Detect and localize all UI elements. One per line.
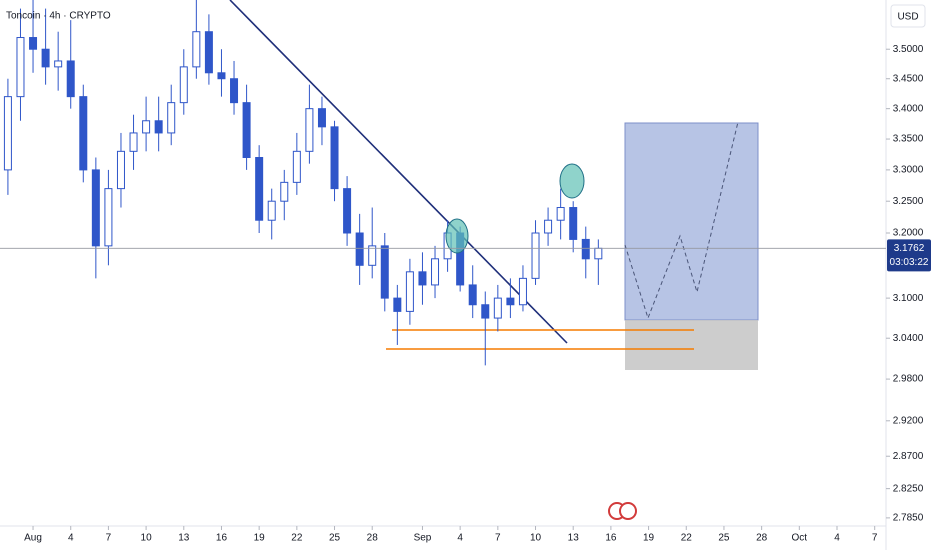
highlight-circle (445, 218, 469, 254)
y-tick-label: 2.7850 (893, 513, 924, 524)
candle-body (355, 232, 364, 266)
candle-body (531, 232, 540, 279)
y-tick-label: 3.3000 (893, 165, 924, 176)
y-tick-label: 2.9800 (893, 374, 924, 385)
target-zone (624, 122, 759, 321)
projection-path (624, 121, 739, 320)
x-tick-label: 7 (872, 533, 878, 544)
candle-body (204, 31, 213, 74)
candles (3, 0, 603, 366)
x-tick-label: 22 (291, 533, 303, 544)
candle-body (481, 304, 490, 319)
candle-body (544, 219, 553, 234)
countdown: 03:03:22 (890, 257, 929, 268)
y-tick-label: 3.4500 (893, 73, 924, 84)
last-price-box (887, 239, 931, 272)
candle-body (255, 156, 264, 221)
y-tick-label: 3.4000 (893, 103, 924, 114)
event-icon[interactable] (619, 502, 637, 520)
y-tick-label: 3.3500 (893, 134, 924, 145)
x-tick-label: 4 (457, 533, 463, 544)
candle-body (192, 31, 201, 68)
candle-body (116, 150, 125, 190)
x-tick-label: 4 (834, 533, 840, 544)
x-tick-label: 22 (681, 533, 693, 544)
x-tick-label: 10 (141, 533, 153, 544)
candle-body (368, 245, 377, 266)
candle-body (343, 188, 352, 234)
y-tick-label: 2.8250 (893, 483, 924, 494)
y-tick-label: 3.2500 (893, 196, 924, 207)
candle-body (129, 132, 138, 152)
candle-body (556, 207, 565, 221)
candle-body (16, 37, 25, 98)
y-tick-label: 3.1000 (893, 293, 924, 304)
x-tick-label: 16 (605, 533, 617, 544)
candle-body (305, 108, 314, 152)
x-tick-label: 16 (216, 533, 228, 544)
candle-body (330, 126, 339, 190)
y-tick-label: 3.5000 (893, 44, 924, 55)
x-tick-label: 7 (106, 533, 112, 544)
x-tick-label: 28 (756, 533, 768, 544)
candle-body (405, 271, 414, 312)
candle-body (179, 66, 188, 104)
chart-title: Toncoin · 4h · CRYPTO (6, 11, 111, 22)
x-tick-label: 7 (495, 533, 501, 544)
candle-body (242, 102, 251, 158)
candle-body (66, 60, 75, 98)
candle-body (54, 60, 63, 68)
y-tick-label: 2.9200 (893, 415, 924, 426)
y-tick-label: 2.8700 (893, 451, 924, 462)
x-tick-label: 4 (68, 533, 74, 544)
y-tick-label: 3.2000 (893, 228, 924, 239)
candle-body (79, 96, 88, 171)
x-tick-label: Aug (24, 533, 42, 544)
candle-body (230, 78, 239, 104)
candle-body (393, 297, 402, 312)
candle-body (167, 102, 176, 134)
x-tick-label: 10 (530, 533, 542, 544)
candle-body (569, 207, 578, 240)
x-tick-label: 19 (254, 533, 266, 544)
candle-body (518, 277, 527, 306)
candle-body (91, 169, 100, 247)
x-tick-label: 13 (178, 533, 190, 544)
candle-body (280, 181, 289, 202)
candle-body (506, 297, 515, 306)
candle-body (142, 120, 151, 134)
candle-body (493, 297, 502, 319)
x-tick-label: Oct (792, 533, 808, 544)
candle-body (104, 188, 113, 247)
currency: USD (897, 12, 918, 23)
candle-body (267, 200, 276, 221)
x-tick-label: Sep (414, 533, 432, 544)
last-price-label: 3.1762 (894, 243, 925, 254)
x-tick-label: 28 (367, 533, 379, 544)
candle-body (154, 120, 163, 134)
candle-body (217, 72, 226, 80)
candle-body (431, 258, 440, 286)
candle-body (317, 108, 326, 128)
candle-body (594, 247, 603, 260)
y-tick-label: 3.0400 (893, 333, 924, 344)
x-tick-label: 25 (718, 533, 730, 544)
x-tick-label: 25 (329, 533, 341, 544)
x-tick-label: 13 (568, 533, 580, 544)
candle-body (3, 96, 12, 171)
candle-body (29, 37, 38, 50)
candle-body (292, 150, 301, 183)
candle-body (581, 238, 590, 260)
x-tick-label: 19 (643, 533, 655, 544)
candle-body (468, 284, 477, 306)
candle-body (41, 48, 50, 68)
highlight-circle (559, 163, 585, 199)
currency-box[interactable] (890, 4, 926, 28)
stop-zone (625, 320, 758, 370)
candle-body (380, 245, 389, 299)
candle-body (418, 271, 427, 286)
